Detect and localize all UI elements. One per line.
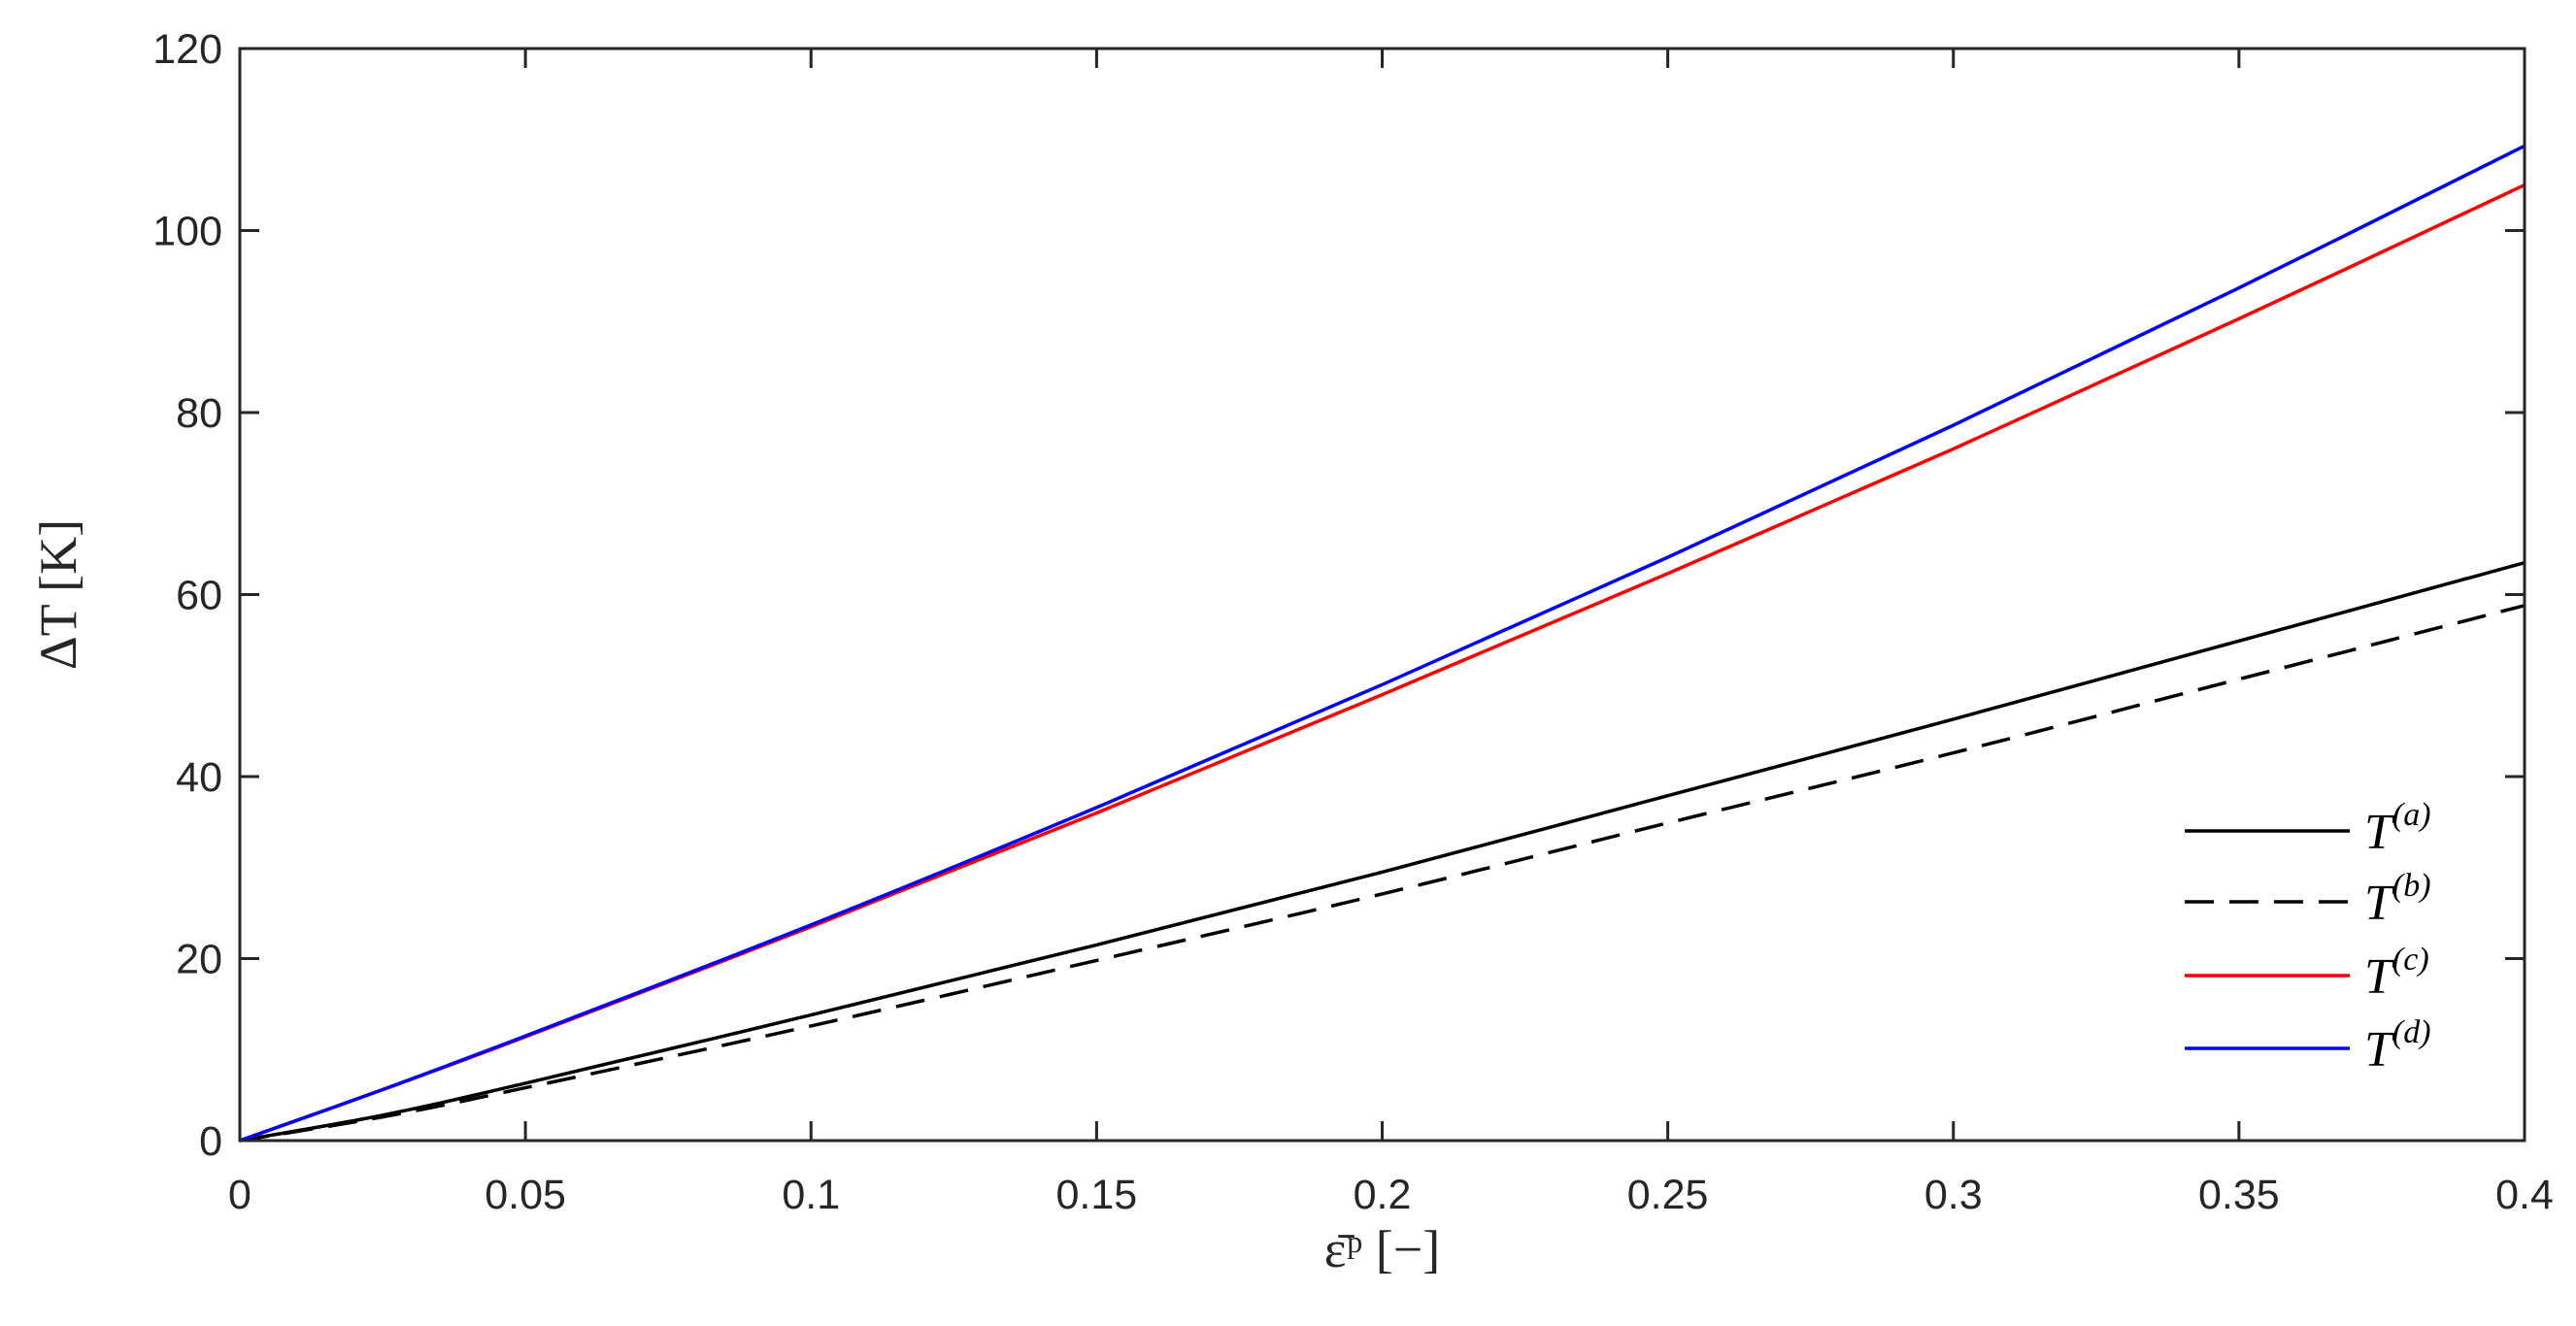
- y-tick-label: 80: [176, 390, 222, 437]
- ticks-layer: 0 0.05 0.1 0.15 0.2 0.25 0.3 0.35 0.4 0 20 40 60 80 10…: [152, 26, 2554, 1218]
- series-layer: [239, 144, 2526, 1143]
- x-tick-label: 0.1: [782, 1172, 840, 1218]
- x-tick-label: 0: [228, 1172, 251, 1218]
- series-line-td: [239, 144, 2526, 1143]
- y-tick-label: 120: [152, 26, 222, 73]
- y-tick-label: 100: [152, 209, 222, 255]
- x-tick-label: 0.3: [1924, 1172, 1983, 1218]
- legend-label: T(d): [2364, 1014, 2431, 1077]
- x-axis-label: ε̄ᵖ [−]: [1324, 1220, 1440, 1278]
- series-line-ta: [239, 561, 2526, 1143]
- x-tick-label: 0.4: [2495, 1172, 2554, 1218]
- y-axis-label: ΔT [K]: [29, 519, 87, 670]
- y-tick-label: 40: [176, 754, 222, 801]
- y-tick-label: 60: [176, 573, 222, 619]
- x-tick-label: 0.2: [1354, 1172, 1412, 1218]
- x-tick-label: 0.35: [2198, 1172, 2280, 1218]
- legend-label: T(a): [2364, 797, 2431, 860]
- y-tick-label: 0: [199, 1118, 222, 1165]
- legend-box: [2151, 777, 2486, 1068]
- x-tick-label: 0.25: [1627, 1172, 1709, 1218]
- legend-label: T(b): [2364, 868, 2431, 931]
- x-tick-label: 0.15: [1056, 1172, 1138, 1218]
- plot-area: [240, 49, 2525, 1141]
- series-line-tb: [239, 604, 2526, 1143]
- legend: T(a) T(b) T(c) T(d): [2151, 777, 2486, 1077]
- x-tick-label: 0.05: [485, 1172, 566, 1218]
- legend-label: T(c): [2364, 942, 2429, 1005]
- y-tick-label: 20: [176, 937, 222, 983]
